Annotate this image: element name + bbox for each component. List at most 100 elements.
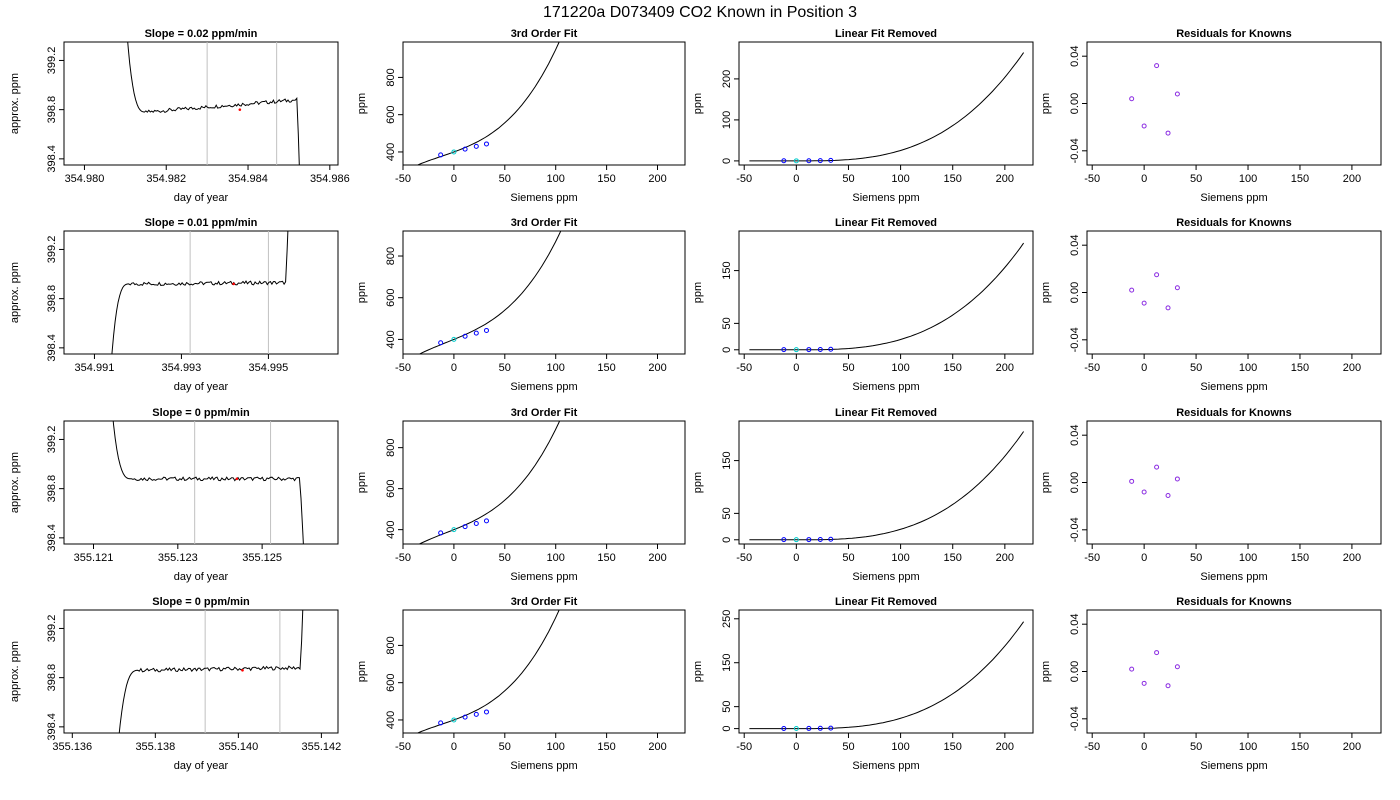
x-tick-label: 354.984 xyxy=(228,173,268,185)
panel-title: Slope = 0.01 ppm/min xyxy=(145,217,258,229)
panel-r2-c2: Linear Fit Removed -50 0 50 100 150 200 0 50 150 S… xyxy=(692,407,1034,583)
x-tick-label: 200 xyxy=(996,552,1014,564)
y-axis-label: ppm xyxy=(692,93,704,114)
residual-point xyxy=(1129,287,1135,293)
data-point xyxy=(793,537,799,543)
x-tick-label: 150 xyxy=(597,362,615,374)
y-axis-label: approx. ppm xyxy=(9,452,21,513)
plot-area xyxy=(418,421,561,544)
plot-area xyxy=(1129,272,1180,311)
y-tick-label: 150 xyxy=(721,654,733,672)
x-tick-label: -50 xyxy=(1084,552,1100,564)
fit-curve xyxy=(418,421,561,544)
x-tick-label: 150 xyxy=(1291,362,1309,374)
data-point xyxy=(828,725,834,731)
x-tick-label: 150 xyxy=(1291,741,1309,753)
x-tick-label: 0 xyxy=(1141,741,1147,753)
x-tick-label: 50 xyxy=(1190,173,1202,185)
data-point xyxy=(817,158,823,164)
x-tick-label: 354.995 xyxy=(249,362,289,374)
residual-point xyxy=(1129,96,1135,102)
x-tick-label: 200 xyxy=(996,741,1014,753)
data-point xyxy=(473,521,479,526)
x-tick-label: -50 xyxy=(395,173,411,185)
x-tick-label: 150 xyxy=(944,173,962,185)
data-point xyxy=(806,347,812,353)
x-tick-label: 100 xyxy=(891,741,909,753)
x-axis-label: Siemens ppm xyxy=(1200,192,1267,204)
y-tick-label: 398.8 xyxy=(46,285,58,313)
y-axis-label: ppm xyxy=(356,661,368,682)
x-tick-label: 200 xyxy=(648,552,666,564)
data-point xyxy=(793,347,799,353)
panel-r3-c1: 3rd Order Fit -50 0 50 100 150 200 400 600 800 Sie… xyxy=(356,596,686,772)
residual-point xyxy=(1174,91,1180,97)
panel-title: Residuals for Knowns xyxy=(1176,407,1292,419)
x-tick-label: 200 xyxy=(1343,362,1361,374)
x-tick-label: 100 xyxy=(547,362,565,374)
x-tick-label: 100 xyxy=(1239,173,1257,185)
data-point xyxy=(817,725,823,731)
plot-area xyxy=(749,52,1025,164)
x-tick-label: 200 xyxy=(996,362,1014,374)
plot-area xyxy=(1129,464,1180,499)
x-tick-label: -50 xyxy=(736,173,752,185)
plot-area xyxy=(749,431,1025,543)
plot-frame xyxy=(63,609,339,734)
plot-frame xyxy=(738,230,1034,355)
data-point xyxy=(451,527,457,533)
x-tick-label: 0 xyxy=(451,741,457,753)
residual-point xyxy=(1129,666,1135,672)
panel-r0-c0: Slope = 0.02 ppm/min 354.980 354.982 354.98… xyxy=(9,28,350,204)
x-tick-label: 355.140 xyxy=(218,741,258,753)
x-tick-label: 50 xyxy=(499,552,511,564)
residual-point xyxy=(1165,305,1171,311)
x-axis-label: Siemens ppm xyxy=(510,571,577,583)
x-tick-label: 200 xyxy=(648,173,666,185)
panel-title: Slope = 0 ppm/min xyxy=(152,596,250,608)
x-tick-label: 0 xyxy=(1141,362,1147,374)
x-tick-label: 355.136 xyxy=(52,741,92,753)
data-point xyxy=(462,524,468,530)
data-point xyxy=(473,330,479,336)
y-tick-label: 800 xyxy=(385,68,397,86)
panel-title: Residuals for Knowns xyxy=(1176,28,1292,40)
mean-marker xyxy=(235,477,239,481)
x-tick-label: 100 xyxy=(891,552,909,564)
panel-title: 3rd Order Fit xyxy=(511,596,578,608)
x-tick-label: 100 xyxy=(891,362,909,374)
y-axis-label: ppm xyxy=(356,472,368,493)
y-tick-label: 800 xyxy=(385,247,397,265)
x-tick-label: 200 xyxy=(648,362,666,374)
series-line xyxy=(112,421,304,544)
x-tick-label: 100 xyxy=(891,173,909,185)
data-point xyxy=(781,537,787,543)
y-tick-label: 0 xyxy=(721,158,733,164)
x-tick-label: -50 xyxy=(395,552,411,564)
x-tick-label: 50 xyxy=(842,173,854,185)
data-point xyxy=(781,158,787,164)
x-axis-label: Siemens ppm xyxy=(510,381,577,393)
residual-point xyxy=(1174,476,1180,482)
x-axis-label: Siemens ppm xyxy=(510,192,577,204)
series-line xyxy=(118,610,304,733)
y-axis-label: ppm xyxy=(1040,472,1052,493)
y-tick-label: 399.2 xyxy=(46,426,58,454)
x-tick-label: 355.142 xyxy=(302,741,342,753)
plot-area xyxy=(127,42,300,165)
panel-title: Linear Fit Removed xyxy=(835,596,937,608)
x-tick-label: 100 xyxy=(1239,362,1257,374)
x-tick-label: 100 xyxy=(547,552,565,564)
plot-frame xyxy=(402,230,686,355)
x-tick-label: 200 xyxy=(1343,173,1361,185)
y-tick-label: 398.4 xyxy=(46,145,58,173)
y-axis-label: approx. ppm xyxy=(9,262,21,323)
x-tick-label: 150 xyxy=(944,362,962,374)
y-tick-label: 0 xyxy=(721,347,733,353)
x-tick-label: 50 xyxy=(1190,552,1202,564)
x-tick-label: 50 xyxy=(1190,362,1202,374)
data-point xyxy=(793,158,799,164)
residual-point xyxy=(1154,650,1160,656)
data-point xyxy=(781,347,787,353)
data-point xyxy=(438,530,444,536)
